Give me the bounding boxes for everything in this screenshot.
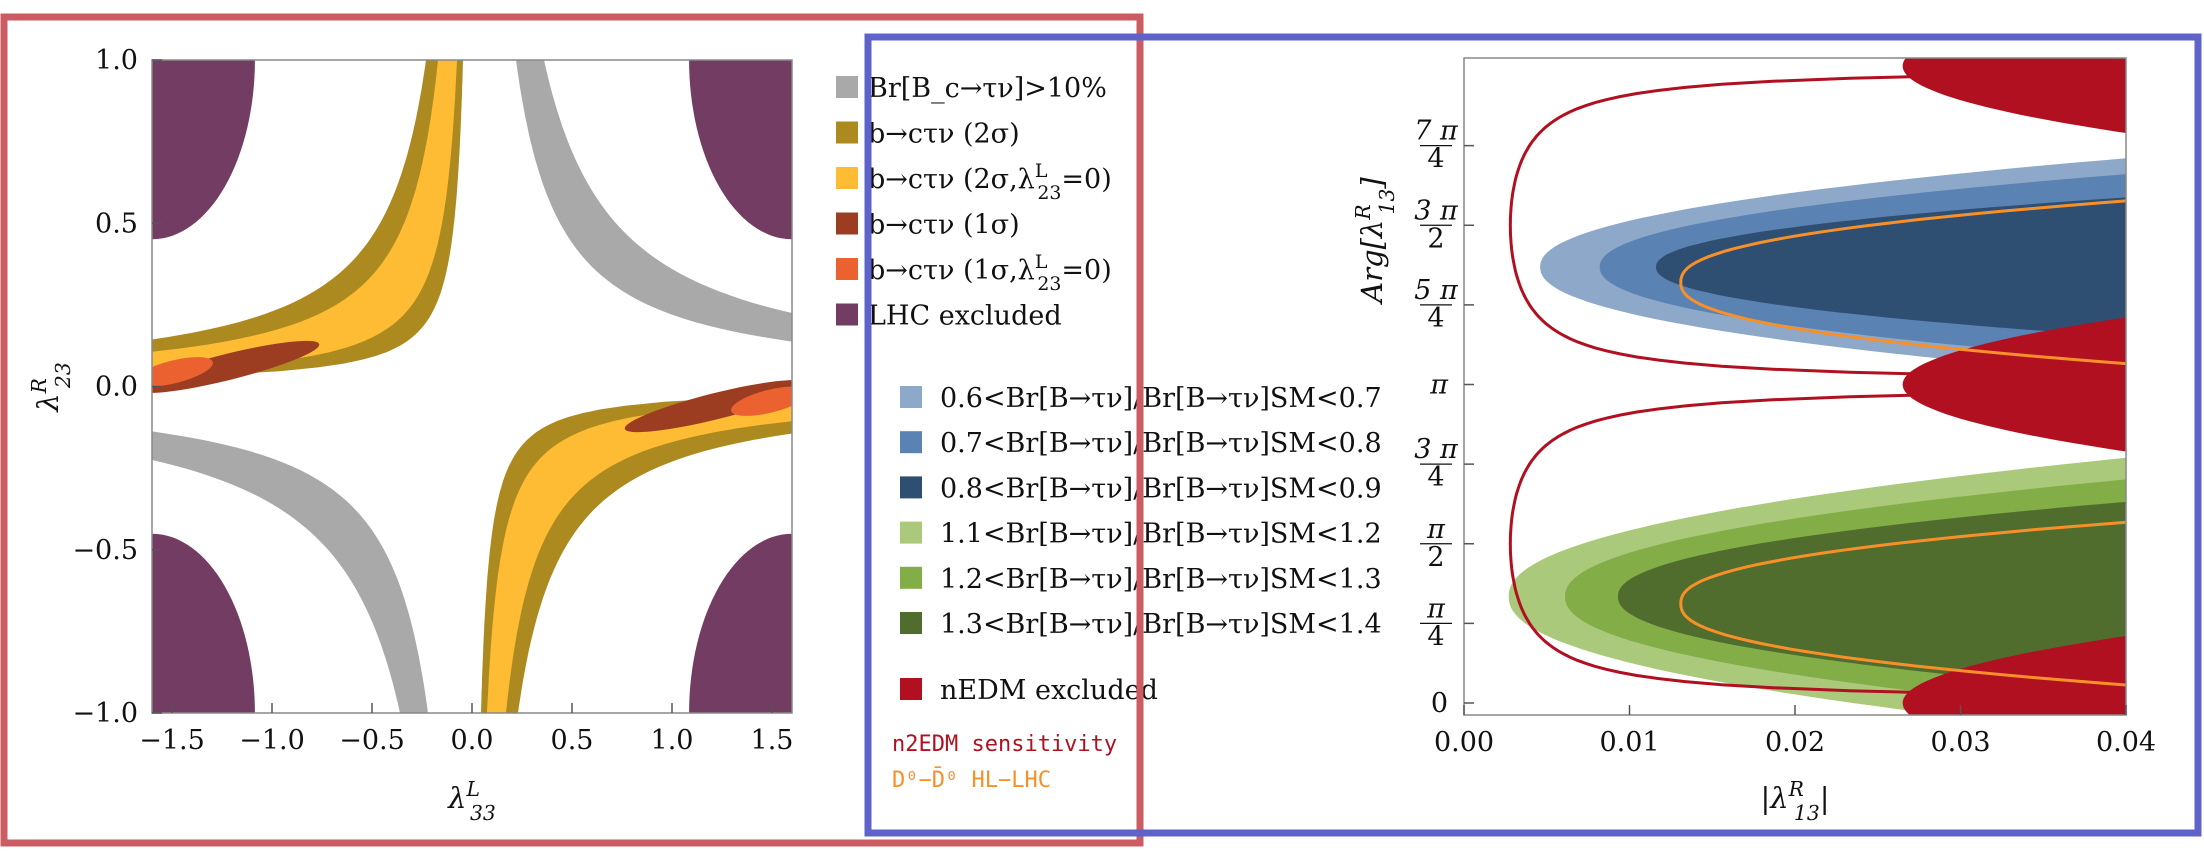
- left-highlight-box: [0, 13, 1144, 847]
- left-legend-swatch: [836, 121, 858, 144]
- left-ytick-label: −1.0: [72, 698, 138, 729]
- right-xtick-label: 0.01: [1599, 727, 1659, 758]
- left-xtick-label: −1.5: [139, 725, 205, 756]
- left-legend-label: b→cτν (1σ,λL 23=0): [868, 251, 1112, 295]
- right-legend-swatch: [900, 386, 922, 408]
- right-ytick-denominator: 2: [1427, 542, 1444, 573]
- right-ytick-numerator: π: [1426, 514, 1446, 545]
- right-legend-label: 1.2<Br[B→τν]/Br[B→τν]SM<1.3: [940, 564, 1382, 595]
- gray-band-lower-left: [152, 431, 429, 713]
- right-legend-label: 0.7<Br[B→τν]/Br[B→τν]SM<0.8: [940, 428, 1382, 459]
- left-legend-label: Br[B_c→τν]>10%: [868, 73, 1107, 104]
- right-xtick-label: 0.02: [1765, 727, 1825, 758]
- right-legend-swatch: [900, 612, 922, 634]
- b-c-tau-nu-2sigma-l23-0-upper-left: [152, 60, 458, 372]
- left-xtick-label: −1.0: [239, 725, 305, 756]
- left-x-axis-label: λL 33: [447, 777, 496, 825]
- ratio-0.8-0.9-region: [1656, 197, 2126, 337]
- right-plot-regions: [1508, 58, 2126, 715]
- left-plot-frame: [151, 59, 793, 714]
- hl-lhc-curve-1: [1679, 199, 2126, 366]
- right-legend-swatch: [900, 476, 922, 499]
- right-ytick-numerator: 5 π: [1414, 275, 1459, 306]
- left-legend-swatch: [836, 76, 858, 98]
- left-xtick-label: −0.5: [339, 725, 405, 756]
- lhc-excluded-corner-1: [689, 60, 792, 240]
- lhc-excluded-corner-2: [152, 533, 255, 713]
- b-c-tau-nu-2sigma-l23-0-lower-right: [486, 401, 792, 713]
- left-legend-swatch: [836, 212, 858, 235]
- gray-band-upper-right: [515, 60, 792, 342]
- left-ytick-label: −0.5: [72, 535, 138, 566]
- right-ytick-numerator: 7 π: [1414, 116, 1459, 147]
- right-legend-label: 1.3<Br[B→τν]/Br[B→τν]SM<1.4: [940, 609, 1382, 640]
- right-ytick-denominator: 4: [1427, 621, 1444, 652]
- right-legend-swatch: [900, 566, 922, 589]
- left-legend-label: b→cτν (1σ): [868, 210, 1020, 241]
- nedm-excluded-2: [1902, 58, 2126, 134]
- right-ytick-numerator: π: [1426, 593, 1446, 624]
- right-xtick-label: 0.03: [1930, 727, 1990, 758]
- left-xtick-label: 1.5: [751, 725, 794, 756]
- right-legend-label: 1.1<Br[B→τν]/Br[B→τν]SM<1.2: [940, 519, 1382, 550]
- left-ytick-label: 0.0: [95, 372, 138, 403]
- right-ytick-denominator: 4: [1427, 303, 1444, 334]
- lhc-excluded-corner-3: [689, 533, 792, 713]
- left-xtick-label: 0.0: [451, 725, 494, 756]
- hl-lhc-curve-0: [1679, 520, 2126, 687]
- b-c-tau-nu-1sigma-l23-0-0: [152, 357, 213, 387]
- right-legend-swatch: [900, 678, 922, 700]
- right-ytick-denominator: 2: [1427, 223, 1444, 254]
- left-y-axis-label: λR23: [27, 362, 75, 412]
- right-ytick-label: π: [1429, 370, 1449, 401]
- left-legend-label: b→cτν (2σ,λL 23=0): [868, 160, 1112, 204]
- ratio-1.3-1.4-region: [1617, 501, 2126, 692]
- right-legend-label: 0.6<Br[B→τν]/Br[B→τν]SM<0.7: [940, 383, 1382, 414]
- left-legend-label: b→cτν (2σ): [868, 119, 1020, 150]
- n2edm-curve-1: [1508, 71, 2126, 379]
- right-legend-label: 0.8<Br[B→τν]/Br[B→τν]SM<0.9: [940, 473, 1382, 504]
- right-ytick-numerator: 3 π: [1414, 195, 1459, 226]
- right-ytick-label: 0: [1431, 688, 1448, 719]
- right-ytick-numerator: 3 π: [1414, 434, 1459, 465]
- right-legend-swatch: [900, 521, 922, 544]
- left-ytick-label: 1.0: [95, 45, 138, 76]
- right-y-axis-label: Arg[λR13]: [1351, 177, 1399, 306]
- right-ytick-denominator: 4: [1427, 462, 1444, 493]
- right-legend-swatch: [900, 431, 922, 454]
- left-legend-swatch: [836, 167, 858, 189]
- left-xtick-label: 0.5: [551, 725, 594, 756]
- left-xtick-label: 1.0: [651, 725, 694, 756]
- n2edm-curve-0: [1508, 390, 2126, 698]
- axes-layer: −1.5 −1.0 −0.5 0.0 0.5 1.0 1.5−1.0−0.50.00.51.…: [27, 45, 2156, 825]
- highlight-frames: [0, 13, 2202, 847]
- left-legend-swatch: [836, 303, 858, 326]
- left-legend-swatch: [836, 258, 858, 280]
- right-x-axis-label: |λR 13|: [1760, 777, 1829, 825]
- lhc-excluded-corner-0: [152, 60, 255, 240]
- right-ytick-denominator: 4: [1427, 144, 1444, 175]
- left-legend: Br[B_c→τν]>10% b→cτν (2σ) b→cτν (2σ,λL 23=0…: [836, 73, 1112, 332]
- nedm-excluded-1: [1902, 317, 2126, 452]
- left-ytick-label: 0.5: [95, 208, 138, 239]
- right-legend: 0.6<Br[B→τν]/Br[B→τν]SM<0.7 0.7<Br[B→τν]/…: [892, 383, 1382, 793]
- right-xtick-label: 0.04: [2096, 727, 2156, 758]
- right-xtick-label: 0.00: [1434, 727, 1494, 758]
- line-legend-label: D⁰−D̄⁰ HL−LHC: [892, 767, 1051, 793]
- left-legend-label: LHC excluded: [868, 301, 1062, 332]
- line-legend-label: n2EDM sensitivity: [892, 732, 1117, 757]
- right-legend-label: nEDM excluded: [940, 675, 1158, 706]
- right-highlight-box: [864, 33, 2202, 837]
- left-plot-regions: [152, 60, 792, 713]
- b-c-tau-nu-1sigma-l23-0-1: [731, 386, 792, 416]
